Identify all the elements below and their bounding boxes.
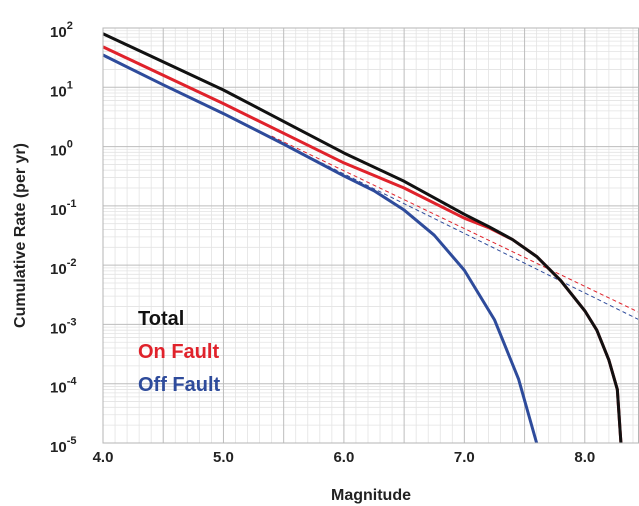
legend: Total On Fault Off Fault <box>138 308 221 396</box>
x-axis-ticks: 4.0 5.0 6.0 7.0 8.0 <box>93 449 596 466</box>
series-line-dashed <box>271 135 639 313</box>
x-tick-label: 6.0 <box>333 449 354 466</box>
x-tick-label: 7.0 <box>454 449 475 466</box>
x-tick-label: 5.0 <box>213 449 234 466</box>
x-tick-label: 8.0 <box>574 449 595 466</box>
series-line-total <box>102 32 623 444</box>
y-tick-label: 10-5 <box>50 435 76 456</box>
series-line-off-fault <box>102 53 539 444</box>
y-tick-label: 10-3 <box>50 316 76 337</box>
y-tick-label: 10-2 <box>50 257 76 278</box>
x-tick-label: 4.0 <box>93 449 114 466</box>
y-tick-label: 10-1 <box>50 198 76 219</box>
y-tick-label: 10-4 <box>50 376 77 397</box>
y-axis-ticks: 102 101 100 10-1 10-2 10-3 10-4 10-5 <box>50 20 77 456</box>
y-tick-label: 100 <box>50 139 73 160</box>
legend-entry-total: Total <box>138 308 184 330</box>
y-axis-title: Cumulative Rate (per yr) <box>12 143 29 328</box>
series-layer <box>102 32 639 444</box>
legend-entry-on-fault: On Fault <box>138 341 219 363</box>
legend-entry-off-fault: Off Fault <box>138 374 221 396</box>
x-axis-title: Magnitude <box>331 487 411 504</box>
y-tick-label: 101 <box>50 79 73 100</box>
series-line-dashed <box>283 143 639 321</box>
y-tick-label: 102 <box>50 20 73 41</box>
